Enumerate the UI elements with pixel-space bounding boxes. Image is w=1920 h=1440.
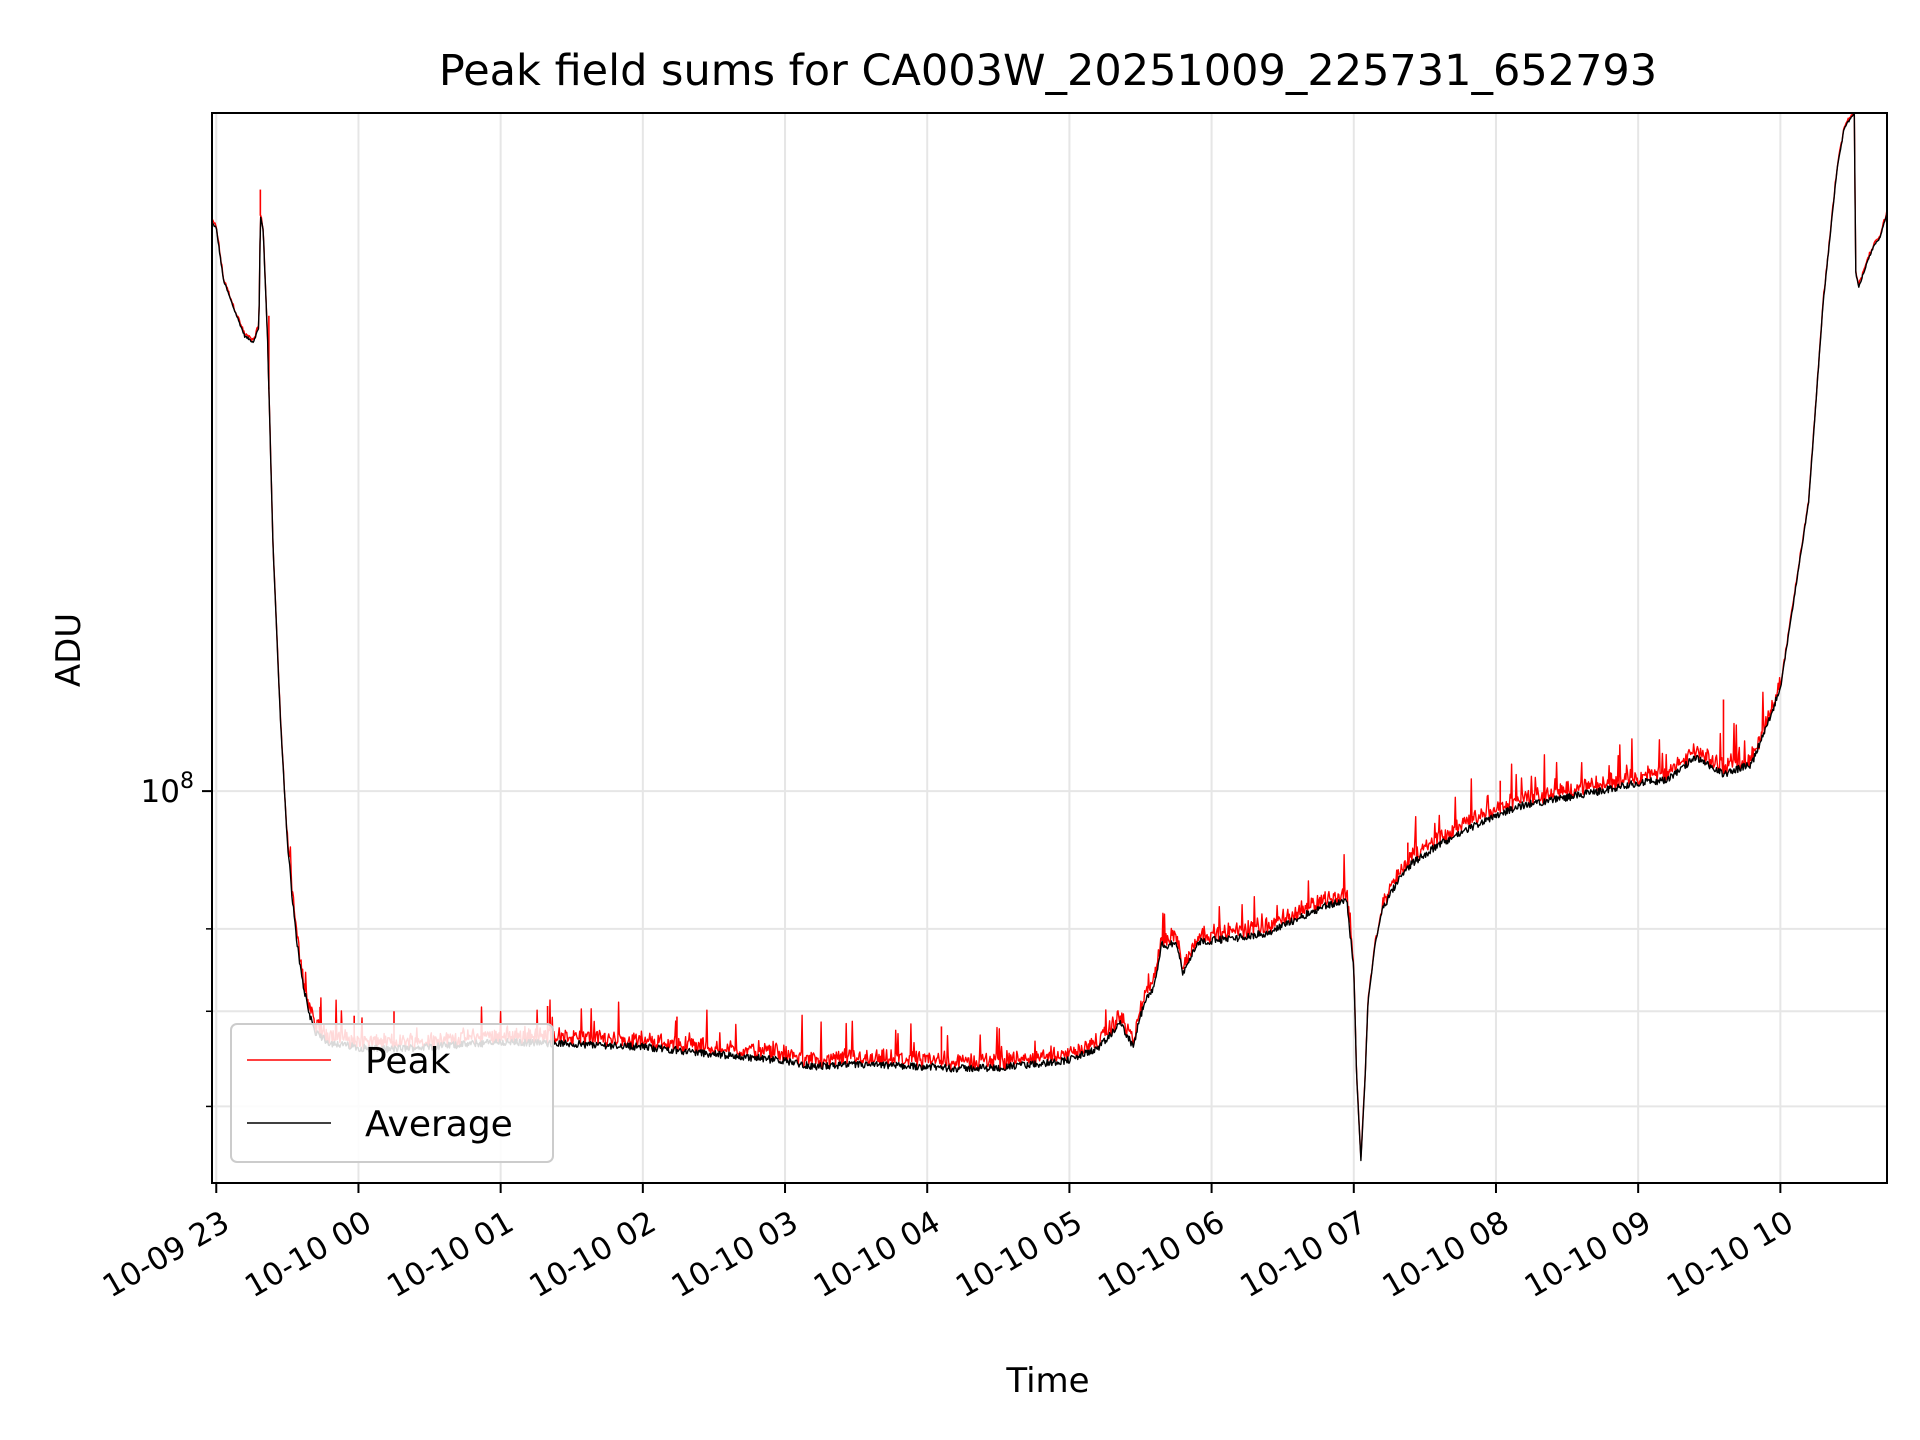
grid (212, 113, 1887, 1183)
x-axis-title: Time (1005, 1361, 1089, 1401)
chart-title: Peak field sums for CA003W_20251009_2257… (439, 46, 1657, 96)
plot-frame (211, 112, 1888, 1184)
y-tick-label: 108 (141, 769, 194, 810)
legend: Peak Average (230, 1023, 554, 1163)
legend-label-peak: Peak (365, 1041, 451, 1082)
legend-box (230, 1023, 554, 1163)
y-axis: 108 (141, 769, 212, 1108)
y-axis-title: ADU (49, 613, 89, 687)
legend-label-average: Average (365, 1104, 513, 1145)
